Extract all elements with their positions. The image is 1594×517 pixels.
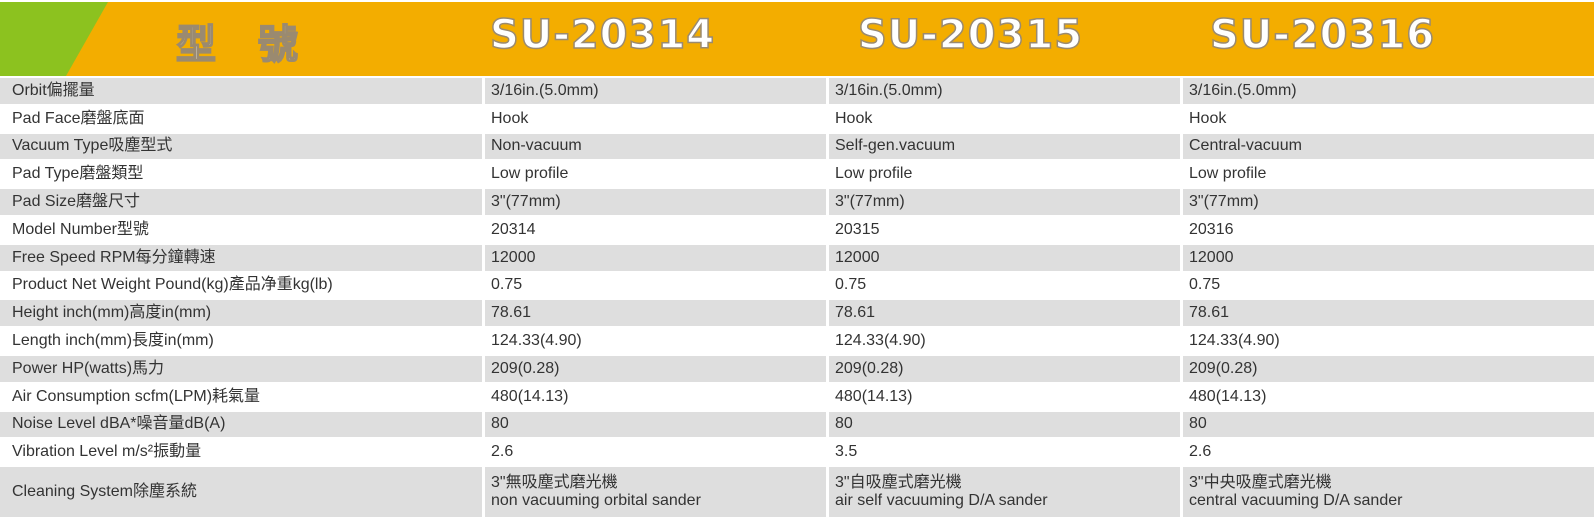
- spec-value: 12000: [1180, 242, 1594, 271]
- spec-value: 3/16in.(5.0mm): [1180, 76, 1594, 104]
- spec-label: Free Speed RPM每分鐘轉速: [0, 242, 482, 271]
- spec-value: Low profile: [826, 159, 1180, 188]
- spec-value: 80: [1180, 409, 1594, 438]
- spec-value: Hook: [1180, 103, 1594, 132]
- spec-label: Pad Size磨盤尺寸: [0, 187, 482, 215]
- spec-value: Self-gen.vacuum: [826, 131, 1180, 160]
- spec-label: Power HP(watts)馬力: [0, 353, 482, 382]
- spec-value: 12000: [482, 242, 826, 271]
- spec-value: 20314: [482, 214, 826, 243]
- table-row: Free Speed RPM每分鐘轉速 12000 12000 12000: [0, 242, 1594, 271]
- cleaning-zh: 3"無吸塵式磨光機: [491, 474, 618, 492]
- spec-value: 3"無吸塵式磨光機 non vacuuming orbital sander: [482, 465, 826, 517]
- cleaning-en: non vacuuming orbital sander: [491, 492, 701, 510]
- spec-value: 124.33(4.90): [482, 326, 826, 354]
- spec-label: Cleaning System除塵系統: [0, 465, 482, 517]
- table-row: Length inch(mm)長度in(mm) 124.33(4.90) 124.3…: [0, 326, 1594, 354]
- spec-value: Hook: [482, 103, 826, 132]
- spec-label: Vibration Level m/s²振動量: [0, 437, 482, 466]
- cleaning-en: air self vacuuming D/A sander: [835, 492, 1048, 510]
- spec-label: Vacuum Type吸塵型式: [0, 131, 482, 160]
- spec-value: 78.61: [482, 298, 826, 327]
- cleaning-en: central vacuuming D/A sander: [1189, 492, 1403, 510]
- spec-table: Orbit偏擺量 3/16in.(5.0mm) 3/16in.(5.0mm) 3/16…: [0, 76, 1594, 517]
- spec-label: Height inch(mm)高度in(mm): [0, 298, 482, 327]
- spec-value: 0.75: [482, 270, 826, 299]
- spec-value: 3"自吸塵式磨光機 air self vacuuming D/A sander: [826, 465, 1180, 517]
- spec-value: 20316: [1180, 214, 1594, 243]
- spec-value: 124.33(4.90): [826, 326, 1180, 354]
- table-row: Pad Size磨盤尺寸 3"(77mm) 3"(77mm) 3"(77mm): [0, 187, 1594, 215]
- spec-value: 480(14.13): [826, 381, 1180, 410]
- spec-label: Orbit偏擺量: [0, 76, 482, 104]
- spec-value: 80: [826, 409, 1180, 438]
- spec-label: Length inch(mm)長度in(mm): [0, 326, 482, 354]
- spec-value: 209(0.28): [1180, 353, 1594, 382]
- table-row: Pad Face磨盤底面 Hook Hook Hook: [0, 103, 1594, 132]
- spec-value: Central-vacuum: [1180, 131, 1594, 160]
- spec-value: 78.61: [1180, 298, 1594, 327]
- spec-value: 3/16in.(5.0mm): [826, 76, 1180, 104]
- table-row: Orbit偏擺量 3/16in.(5.0mm) 3/16in.(5.0mm) 3/16…: [0, 76, 1594, 104]
- spec-value: 0.75: [826, 270, 1180, 299]
- header-title: 型 號: [175, 21, 312, 69]
- header-green-accent: [0, 2, 108, 76]
- table-row-cleaning: Cleaning System除塵系統 3"無吸塵式磨光機 non vacuumin…: [0, 465, 1594, 517]
- table-row: Model Number型號 20314 20315 20316: [0, 214, 1594, 243]
- spec-value: 2.6: [482, 437, 826, 466]
- spec-label: Product Net Weight Pound(kg)產品净重kg(lb): [0, 270, 482, 299]
- model-header-2: SU-20315: [857, 11, 1084, 59]
- spec-value: 20315: [826, 214, 1180, 243]
- spec-value: Low profile: [1180, 159, 1594, 188]
- spec-value: 480(14.13): [1180, 381, 1594, 410]
- spec-label: Model Number型號: [0, 214, 482, 243]
- spec-value: 209(0.28): [826, 353, 1180, 382]
- table-row: Height inch(mm)高度in(mm) 78.61 78.61 78.61: [0, 298, 1594, 327]
- spec-value: 12000: [826, 242, 1180, 271]
- spec-label: Pad Face磨盤底面: [0, 103, 482, 132]
- spec-label: Pad Type磨盤類型: [0, 159, 482, 188]
- spec-value: 3/16in.(5.0mm): [482, 76, 826, 104]
- spec-value: 3"(77mm): [1180, 187, 1594, 215]
- spec-value: 80: [482, 409, 826, 438]
- table-row: Noise Level dBA*噪音量dB(A) 80 80 80: [0, 409, 1594, 438]
- table-row: Air Consumption scfm(LPM)耗氣量 480(14.13) 48…: [0, 381, 1594, 410]
- spec-label: Air Consumption scfm(LPM)耗氣量: [0, 381, 482, 410]
- spec-value: Hook: [826, 103, 1180, 132]
- table-row: Vibration Level m/s²振動量 2.6 3.5 2.6: [0, 437, 1594, 466]
- spec-value: 209(0.28): [482, 353, 826, 382]
- spec-value: 3"(77mm): [826, 187, 1180, 215]
- table-row: Vacuum Type吸塵型式 Non-vacuum Self-gen.vacuum…: [0, 131, 1594, 160]
- spec-value: 2.6: [1180, 437, 1594, 466]
- spec-value: 0.75: [1180, 270, 1594, 299]
- spec-value: 3.5: [826, 437, 1180, 466]
- table-row: Power HP(watts)馬力 209(0.28) 209(0.28) 209(0…: [0, 353, 1594, 382]
- spec-value: 3"(77mm): [482, 187, 826, 215]
- spec-value: 124.33(4.90): [1180, 326, 1594, 354]
- cleaning-zh: 3"自吸塵式磨光機: [835, 474, 962, 492]
- spec-value: Non-vacuum: [482, 131, 826, 160]
- table-row: Pad Type磨盤類型 Low profile Low profile Low pr…: [0, 159, 1594, 188]
- spec-label: Noise Level dBA*噪音量dB(A): [0, 409, 482, 438]
- model-header-1: SU-20314: [489, 11, 716, 59]
- table-row: Product Net Weight Pound(kg)產品净重kg(lb) 0.…: [0, 270, 1594, 299]
- model-header-3: SU-20316: [1209, 11, 1436, 59]
- cleaning-zh: 3"中央吸塵式磨光機: [1189, 474, 1332, 492]
- spec-value: Low profile: [482, 159, 826, 188]
- spec-value: 78.61: [826, 298, 1180, 327]
- table-header: 型 號 SU-20314 SU-20315 SU-20316: [0, 2, 1594, 76]
- spec-value: 480(14.13): [482, 381, 826, 410]
- spec-value: 3"中央吸塵式磨光機 central vacuuming D/A sander: [1180, 465, 1594, 517]
